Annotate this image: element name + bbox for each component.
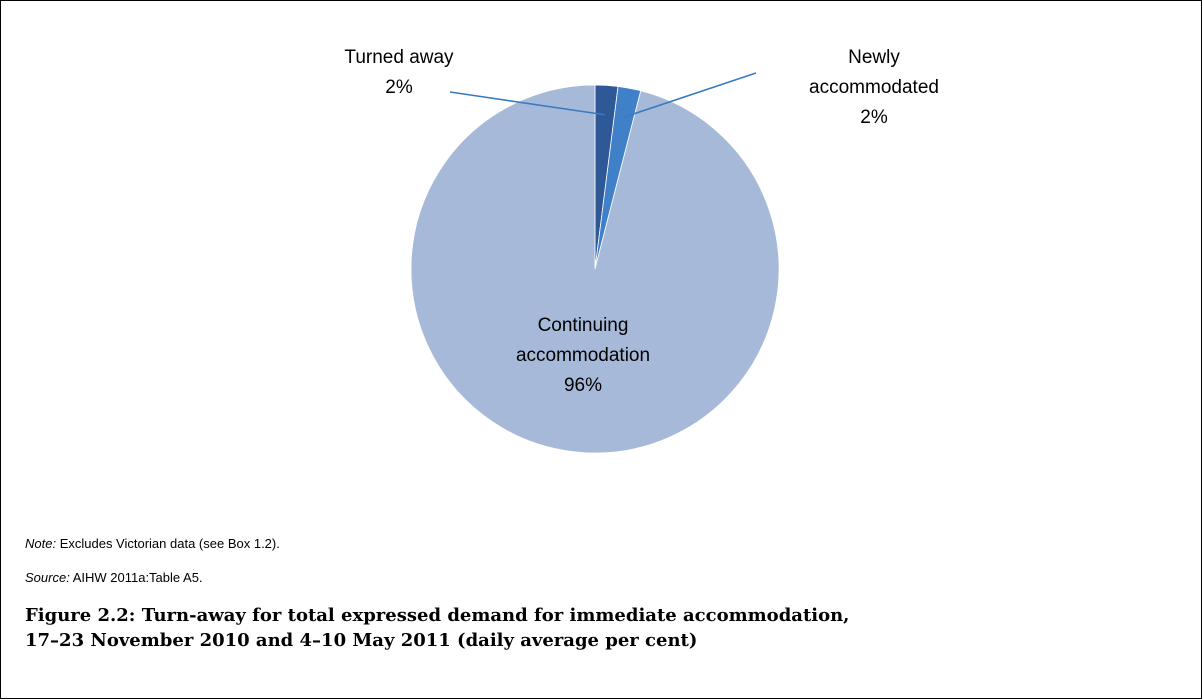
slice-label-3-line-3: 96%: [564, 375, 602, 396]
pie-chart: Turned away 2% Newly accommodated 2% Continui…: [344, 47, 939, 454]
caption-line-1: Figure 2.2: Turn-away for total expresse…: [25, 605, 850, 626]
slice-label-2-line-1: Newly: [848, 47, 900, 68]
figure-caption: Figure 2.2: Turn-away for total expresse…: [25, 603, 1125, 653]
leader-line-2: [623, 72, 757, 118]
note-label: Note:: [25, 536, 57, 551]
leader-line-1: [449, 91, 605, 116]
pie-slice-3: [410, 84, 780, 454]
source-label: Source:: [25, 570, 70, 585]
source-text: AIHW 2011a:Table A5.: [69, 570, 203, 585]
slice-label-1: Turned away 2%: [344, 47, 454, 98]
note-text: Excludes Victorian data (see Box 1.2).: [56, 536, 280, 551]
slice-label-3-line-1: Continuing: [538, 315, 629, 336]
slice-label-1-line-2: 2%: [385, 77, 413, 98]
slice-label-1-line-1: Turned away: [344, 47, 454, 68]
slice-label-3-line-2: accommodation: [516, 345, 650, 366]
slice-label-3: Continuing accommodation 96%: [516, 315, 650, 396]
figure-note: Note: Excludes Victorian data (see Box 1…: [25, 536, 280, 551]
slice-label-2: Newly accommodated 2%: [809, 47, 939, 128]
caption-line-2: 17–23 November 2010 and 4–10 May 2011 (d…: [25, 630, 698, 651]
slice-label-2-line-3: 2%: [860, 107, 888, 128]
figure-source: Source: AIHW 2011a:Table A5.: [25, 570, 203, 585]
slice-label-2-line-2: accommodated: [809, 77, 939, 98]
